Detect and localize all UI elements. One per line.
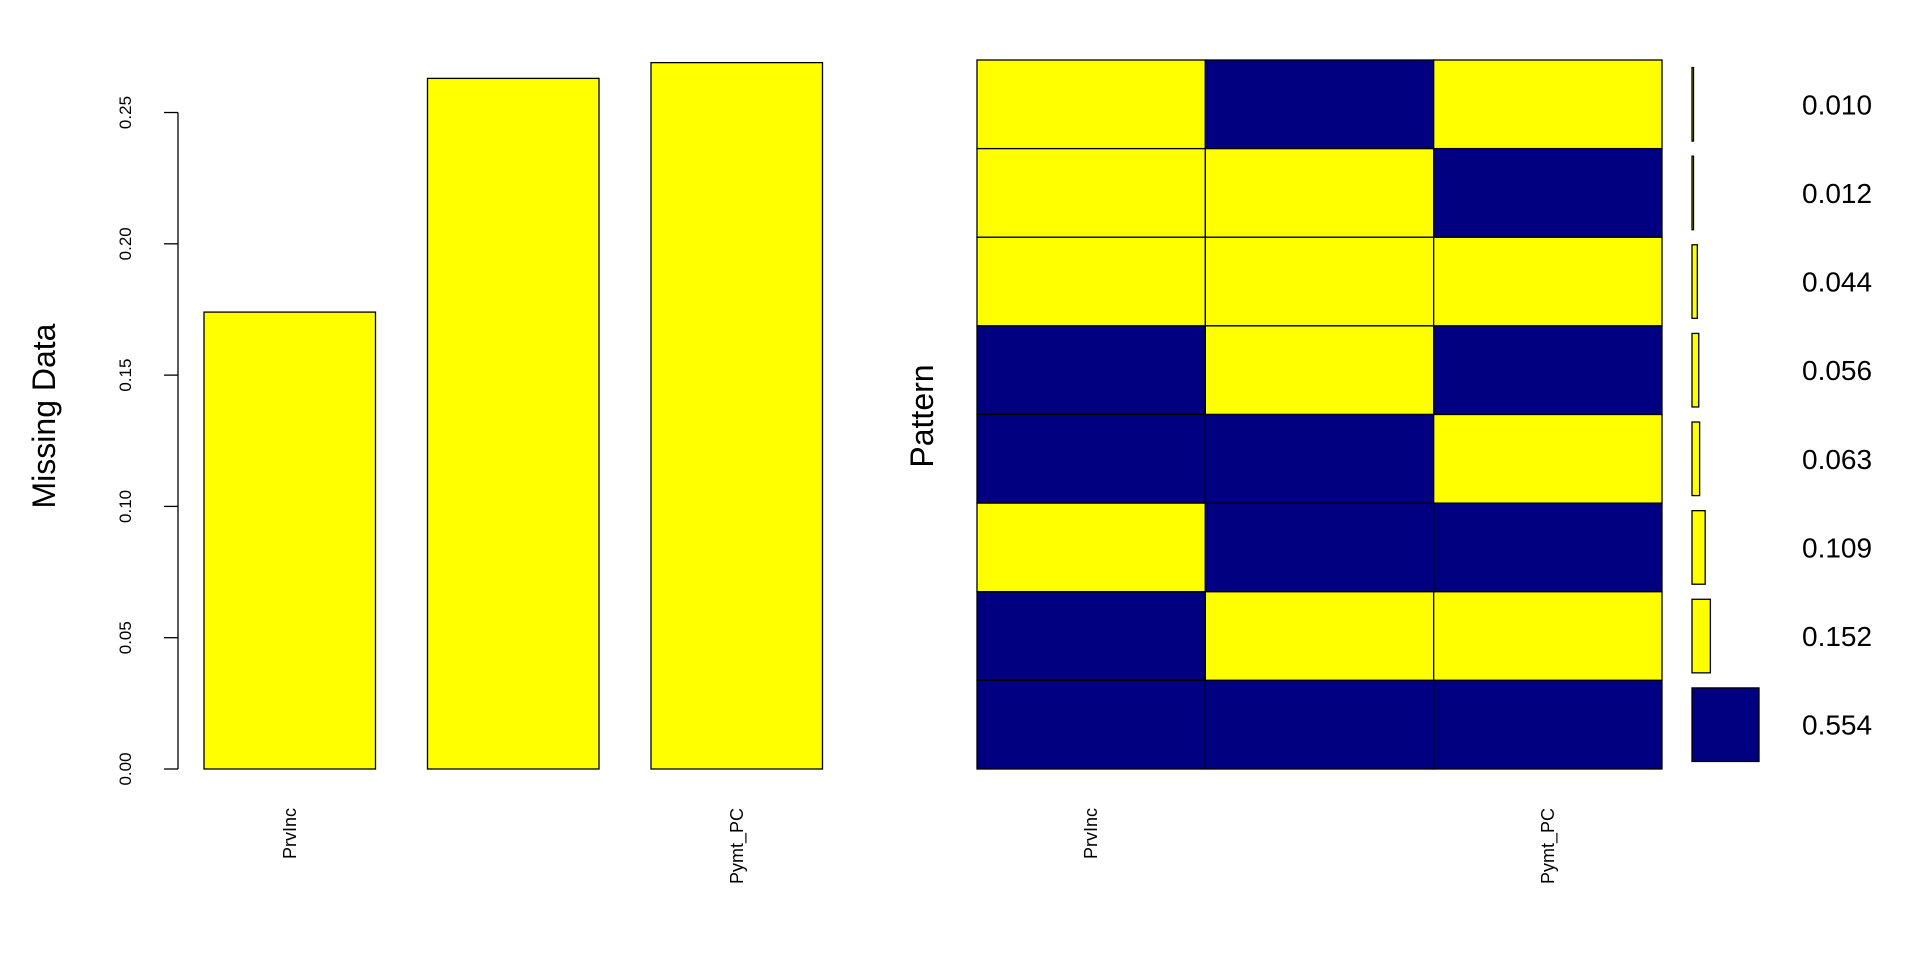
missing-bar [203,311,377,770]
pattern-cell [1204,502,1435,593]
pattern-axis-title: Pattern [904,364,940,467]
pattern-proportion-bar [1691,421,1701,497]
pattern-cell [1433,679,1663,770]
pattern-proportion-bar [1691,687,1760,763]
pattern-proportion-label: 0.152 [1802,621,1872,652]
missing-bar [650,61,824,770]
pattern-cell [1433,59,1663,150]
pattern-cell [1204,236,1435,327]
pattern-proportion-bar [1691,598,1712,674]
pattern-cell [976,59,1206,150]
bar-category-label: Pymt_PC [727,808,748,884]
y-axis-title: Missing Data [26,323,62,508]
missing-bar [426,77,600,770]
pattern-cell [976,502,1206,593]
pattern-cell [1433,236,1663,327]
y-tick-label: 0.10 [116,490,135,523]
pattern-cell [1433,325,1663,416]
pattern-proportion-label: 0.056 [1802,355,1872,386]
y-tick-label: 0.00 [116,752,135,785]
y-tick-label: 0.25 [116,96,135,129]
pattern-column-label: PrvInc [1081,808,1101,859]
pattern-cell [976,325,1206,416]
pattern-cell [976,413,1206,504]
missing-pattern-panel: Pattern PrvInc Pymt_PC 0.010 0.012 0.044 0.056… [904,59,1872,884]
pattern-proportion-label: 0.044 [1802,267,1872,298]
pattern-proportion-label: 0.010 [1802,89,1872,120]
y-tick-label: 0.15 [116,359,135,392]
pattern-proportion-bar [1691,510,1706,585]
bar-category-label: PrvInc [280,808,300,859]
pattern-cell [1204,147,1435,238]
pattern-cell [976,147,1206,238]
pattern-cell [1433,502,1663,593]
y-tick-label: 0.05 [116,621,135,654]
missing-data-bar-panel: 0.00 0.05 0.10 0.15 0.20 0.25 Missing Data PrvI… [26,61,824,884]
pattern-cell [976,236,1206,327]
y-tick-label: 0.20 [116,227,135,260]
pattern-proportion-bar [1691,155,1695,231]
pattern-proportion-label: 0.063 [1802,444,1872,475]
pattern-cell [1433,591,1663,682]
pattern-cell [1204,591,1435,682]
pattern-proportion-label: 0.554 [1802,710,1872,741]
pattern-cell [1204,59,1435,150]
pattern-cell [1433,413,1663,504]
pattern-cell [976,679,1206,770]
pattern-proportion-bar [1691,332,1700,408]
pattern-proportion-label: 0.109 [1802,532,1872,563]
pattern-cell [976,591,1206,682]
pattern-column-label: Pymt_PC [1538,808,1559,884]
pattern-cell [1204,679,1435,770]
pattern-cell [1433,147,1663,238]
pattern-proportion-bar [1691,66,1695,142]
pattern-cell [1204,413,1435,504]
pattern-proportion-label: 0.012 [1802,178,1872,209]
pattern-cell [1204,325,1435,416]
pattern-proportion-bar [1691,244,1698,319]
